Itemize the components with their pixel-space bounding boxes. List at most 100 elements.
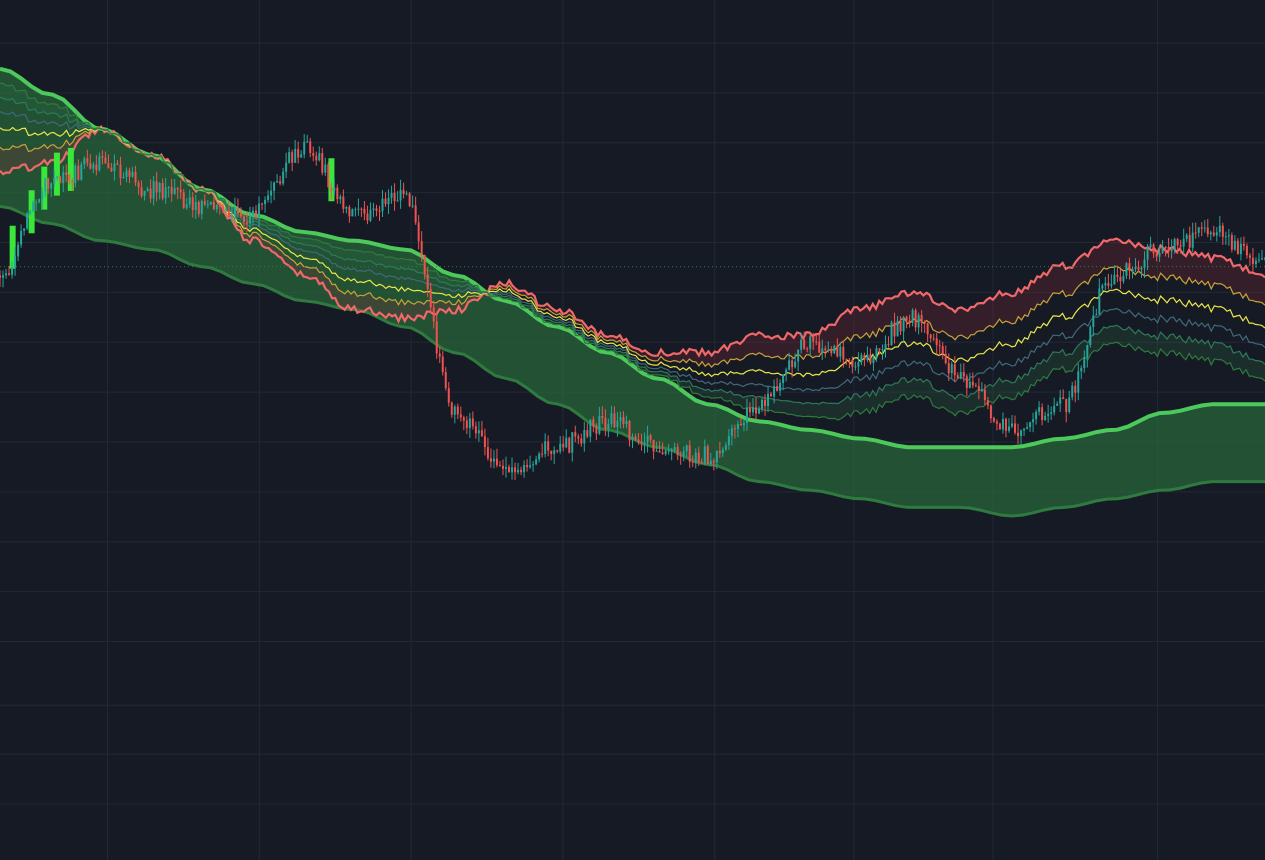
candle-body bbox=[878, 348, 881, 350]
candle-body bbox=[1248, 255, 1251, 258]
candle-body bbox=[390, 192, 393, 198]
candle-body bbox=[980, 389, 983, 391]
candle-body bbox=[167, 187, 170, 189]
candle-body bbox=[360, 208, 363, 210]
candle-body bbox=[550, 450, 553, 455]
signal-marker bbox=[53, 152, 60, 196]
candle-body bbox=[1023, 428, 1026, 431]
candle-body bbox=[794, 361, 797, 368]
candle-body bbox=[568, 437, 571, 453]
candle-body bbox=[589, 419, 592, 437]
candle-body bbox=[71, 180, 74, 184]
candle-body bbox=[1116, 274, 1119, 277]
candle-body bbox=[492, 458, 495, 462]
candle-body bbox=[896, 320, 899, 337]
candle-body bbox=[191, 197, 194, 211]
candle-body bbox=[854, 366, 857, 368]
candle-body bbox=[691, 461, 694, 463]
candle-body bbox=[724, 445, 727, 450]
candle-body bbox=[303, 141, 306, 155]
candle-body bbox=[1071, 385, 1074, 398]
candle-body bbox=[899, 320, 902, 332]
candle-body bbox=[664, 450, 667, 455]
candle-body bbox=[616, 420, 619, 428]
candle-body bbox=[544, 441, 547, 455]
candle-body bbox=[17, 244, 20, 257]
candle-body bbox=[221, 206, 224, 212]
candle-body bbox=[809, 336, 812, 349]
candle-body bbox=[182, 192, 185, 208]
candle-body bbox=[59, 176, 62, 184]
candle-body bbox=[797, 349, 800, 362]
candle-body bbox=[1173, 239, 1176, 250]
candle-body bbox=[1137, 267, 1140, 270]
candle-body bbox=[459, 414, 462, 418]
candle-body bbox=[842, 346, 845, 360]
candle-body bbox=[194, 201, 197, 211]
candle-body bbox=[881, 349, 884, 351]
candle-body bbox=[423, 255, 426, 275]
candle-body bbox=[209, 201, 212, 205]
candle-body bbox=[1230, 235, 1233, 250]
candle-body bbox=[1206, 227, 1209, 235]
candle-body bbox=[1080, 367, 1083, 372]
candle-body bbox=[176, 188, 179, 190]
candle-body bbox=[345, 207, 348, 209]
candlestick-series[interactable] bbox=[0, 134, 1265, 481]
candle-body bbox=[1128, 263, 1131, 271]
candle-body bbox=[1053, 405, 1056, 413]
candle-body bbox=[143, 190, 146, 196]
candle-body bbox=[580, 438, 583, 444]
candle-body bbox=[65, 172, 68, 175]
candle-body bbox=[212, 201, 215, 210]
candle-body bbox=[1254, 260, 1257, 265]
candle-body bbox=[742, 423, 745, 426]
candle-body bbox=[408, 193, 411, 207]
candle-body bbox=[1257, 259, 1260, 261]
candle-body bbox=[758, 408, 760, 414]
candle-body bbox=[730, 428, 733, 437]
candle-body bbox=[941, 346, 944, 354]
candle-body bbox=[1170, 249, 1173, 252]
candle-body bbox=[788, 360, 791, 370]
candle-body bbox=[1038, 407, 1041, 412]
candle-body bbox=[971, 381, 974, 386]
candle-body bbox=[321, 152, 324, 173]
candle-body bbox=[1242, 243, 1245, 246]
candle-body bbox=[14, 256, 17, 268]
candle-body bbox=[1158, 252, 1161, 257]
candle-body bbox=[432, 307, 435, 322]
candle-body bbox=[477, 430, 480, 434]
candle-body bbox=[56, 176, 59, 178]
candle-body bbox=[1236, 240, 1239, 255]
candle-body bbox=[932, 338, 935, 340]
candle-body bbox=[80, 164, 83, 180]
candle-body bbox=[255, 210, 258, 217]
candle-body bbox=[122, 176, 125, 179]
candle-body bbox=[354, 209, 357, 211]
candle-body bbox=[1107, 283, 1110, 286]
candle-body bbox=[619, 417, 622, 421]
candle-body bbox=[1077, 371, 1080, 393]
candle-body bbox=[1146, 247, 1149, 260]
candle-body bbox=[291, 152, 294, 163]
candle-body bbox=[754, 407, 757, 414]
candle-body bbox=[697, 452, 700, 463]
candle-body bbox=[152, 181, 155, 199]
candle-body bbox=[670, 450, 673, 452]
candle-body bbox=[715, 451, 718, 463]
candle-body bbox=[827, 350, 830, 352]
candle-body bbox=[342, 196, 345, 209]
candle-body bbox=[252, 210, 254, 216]
candle-body bbox=[776, 386, 779, 391]
candle-body bbox=[866, 354, 869, 360]
candle-body bbox=[68, 174, 71, 181]
candle-body bbox=[547, 441, 550, 451]
candle-body bbox=[197, 201, 200, 214]
candle-body bbox=[348, 207, 351, 217]
candle-body bbox=[270, 190, 273, 196]
candle-body bbox=[282, 171, 285, 184]
candle-body bbox=[1125, 263, 1128, 277]
candle-body bbox=[863, 355, 866, 360]
